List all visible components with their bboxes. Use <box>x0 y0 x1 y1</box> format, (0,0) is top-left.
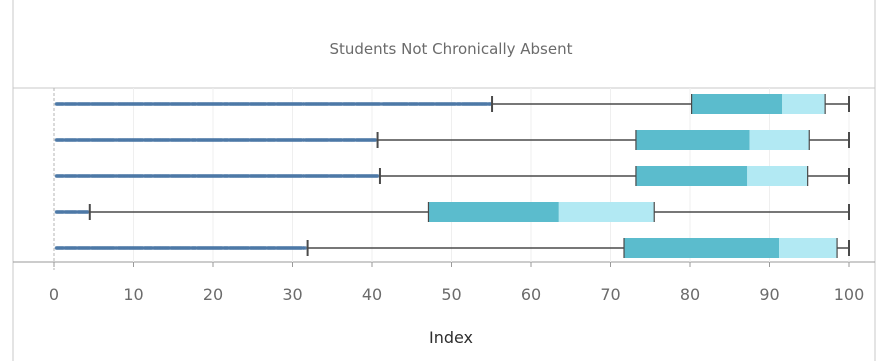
tick-label: 50 <box>441 285 461 304</box>
chart-frame <box>12 0 876 361</box>
x-axis-ticks: 0 10 20 30 40 50 60 70 80 90 100 <box>49 262 864 304</box>
lower-box <box>635 130 750 150</box>
tick-label: 60 <box>521 285 541 304</box>
lower-box <box>624 238 780 258</box>
x-axis-label: Index <box>429 328 473 347</box>
box-row <box>54 130 850 150</box>
outlier-point <box>86 210 90 214</box>
upper-box <box>779 238 838 258</box>
lower-box <box>635 166 748 186</box>
upper-box <box>747 166 808 186</box>
lower-box <box>428 202 559 222</box>
tick-label: 30 <box>282 285 302 304</box>
box-row <box>54 202 850 222</box>
tick-label: 0 <box>49 285 59 304</box>
upper-box <box>749 130 810 150</box>
box-row <box>54 166 850 186</box>
upper-box <box>782 94 826 114</box>
box-row <box>54 238 850 258</box>
tick-label: 10 <box>123 285 143 304</box>
tick-label: 80 <box>680 285 700 304</box>
box-series <box>54 94 850 258</box>
lower-box <box>691 94 783 114</box>
tick-label: 90 <box>759 285 779 304</box>
outlier-point <box>375 174 380 178</box>
outlier-point <box>373 138 378 142</box>
tick-label: 70 <box>600 285 620 304</box>
box-row <box>54 94 850 114</box>
tick-label: 100 <box>834 285 865 304</box>
outlier-point <box>303 246 308 250</box>
tick-label: 40 <box>362 285 382 304</box>
upper-box <box>558 202 655 222</box>
tick-label: 20 <box>203 285 223 304</box>
chart-title: Students Not Chronically Absent <box>330 40 573 58</box>
